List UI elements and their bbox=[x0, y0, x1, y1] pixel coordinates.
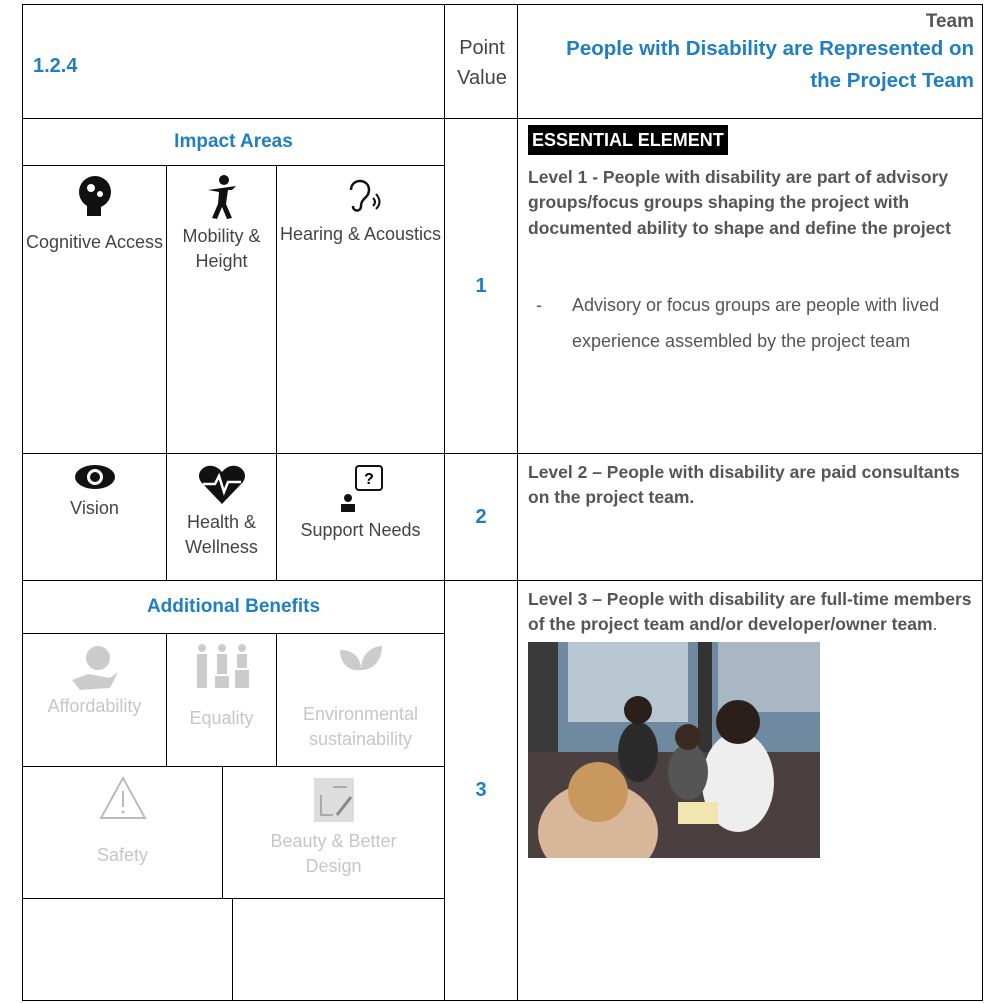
impact-cell: Mobility & Height bbox=[166, 165, 277, 454]
impact-label: Health & Wellness bbox=[185, 512, 258, 558]
empty-cell bbox=[22, 898, 233, 1001]
icon-equality bbox=[196, 644, 249, 688]
points-cell: 3 bbox=[444, 580, 518, 1001]
points-cell: 1 bbox=[444, 118, 518, 454]
points: 3 bbox=[475, 779, 487, 801]
empty-cell bbox=[232, 898, 445, 1001]
code-cell: 1.2.4 bbox=[22, 4, 445, 119]
title-cell: Team People with Disability are Represen… bbox=[517, 4, 983, 119]
benefit-cell: Environmental sustainability bbox=[276, 633, 445, 767]
level-text: Level 2 – People with disability are pai… bbox=[528, 462, 960, 508]
benefit-label: Environmental sustainability bbox=[302, 704, 419, 750]
icon-warning bbox=[98, 775, 147, 819]
code: 1.2.4 bbox=[33, 55, 78, 77]
point-label-cell: Point Value bbox=[444, 4, 518, 119]
level-trailing: . bbox=[932, 614, 938, 635]
points-cell: 2 bbox=[444, 453, 518, 581]
benefit-cell: Equality bbox=[166, 633, 277, 767]
icon-support: ? bbox=[340, 465, 383, 512]
title: People with Disability are Represented o… bbox=[566, 37, 974, 92]
bullet-dash: - bbox=[536, 295, 542, 316]
impact-label: Hearing & Acoustics bbox=[279, 224, 442, 244]
point-label: Point Value bbox=[457, 37, 507, 89]
icon-ear bbox=[349, 179, 380, 212]
icon-money bbox=[71, 646, 118, 690]
level-cell: Level 2 – People with disability are pai… bbox=[517, 453, 983, 581]
photo bbox=[528, 641, 820, 858]
benefit-label: Safety bbox=[96, 845, 149, 865]
level-cell: Level 3 – People with disability are ful… bbox=[517, 580, 983, 1001]
bullet: Advisory or focus groups are people with… bbox=[572, 295, 940, 352]
icon-mobility bbox=[207, 175, 236, 219]
impact-label: Support Needs bbox=[300, 520, 421, 540]
level-text: Level 1 - People with disability are par… bbox=[528, 167, 951, 238]
points: 2 bbox=[475, 505, 487, 528]
impact-cell: Health & Wellness bbox=[166, 453, 277, 581]
benefit-label: Beauty & Better Design bbox=[270, 831, 397, 877]
benefit-label: Affordability bbox=[47, 696, 142, 716]
bullet-row: - Advisory or focus groups are people wit… bbox=[528, 287, 972, 359]
benefit-cell: Affordability bbox=[22, 633, 167, 767]
level-cell: ESSENTIAL ELEMENT Level 1 - People with … bbox=[517, 118, 983, 454]
impact-cell: Vision bbox=[22, 453, 167, 581]
level-text-wrap: Level 3 – People with disability are ful… bbox=[528, 587, 972, 638]
impact-cell: Hearing & Acoustics bbox=[276, 165, 445, 454]
badge: ESSENTIAL ELEMENT bbox=[528, 125, 728, 156]
level-text: Level 3 – People with disability are ful… bbox=[528, 589, 972, 635]
icon-eye bbox=[74, 465, 115, 489]
impact-label: Vision bbox=[70, 498, 119, 518]
benefits-title: Additional Benefits bbox=[22, 580, 445, 634]
impact-cell: Cognitive Access bbox=[22, 165, 167, 454]
icon-plant bbox=[339, 646, 382, 690]
benefit-cell: Beauty & Better Design bbox=[222, 766, 445, 899]
points: 1 bbox=[475, 274, 487, 297]
icon-design bbox=[313, 778, 354, 822]
icon-heart bbox=[198, 465, 245, 504]
impact-label: Cognitive Access bbox=[25, 232, 164, 252]
impact-title-text: Impact Areas bbox=[174, 131, 293, 152]
impact-title: Impact Areas bbox=[22, 118, 445, 166]
impact-label: Mobility & Height bbox=[182, 226, 261, 272]
benefits-title-text: Additional Benefits bbox=[146, 596, 321, 617]
category: Team bbox=[925, 11, 974, 32]
svg-text:?: ? bbox=[364, 471, 374, 488]
benefit-cell: Safety bbox=[22, 766, 223, 899]
benefit-label: Equality bbox=[189, 708, 254, 728]
icon-brain bbox=[78, 176, 111, 216]
impact-cell: ? Support Needs bbox=[276, 453, 445, 581]
